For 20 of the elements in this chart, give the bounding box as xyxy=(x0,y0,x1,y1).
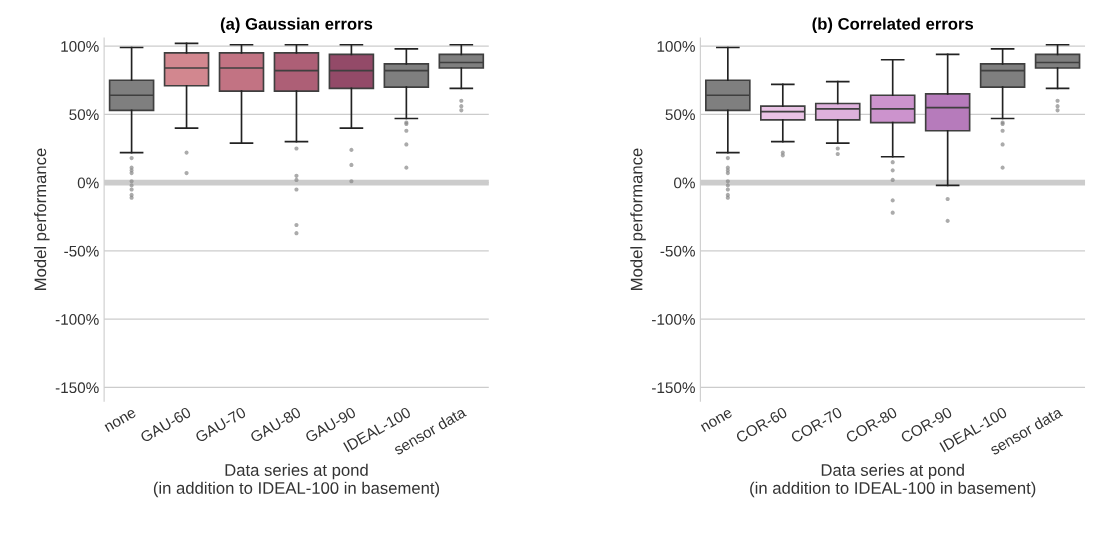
y-tick-label: 100% xyxy=(657,41,695,52)
y-tick-label: 50% xyxy=(69,109,99,121)
y-tick-label: -50% xyxy=(64,245,99,257)
y-axis-title: Model performance xyxy=(630,148,646,290)
y-tick-label: -150% xyxy=(652,382,695,394)
y-tick-label: -100% xyxy=(652,314,695,325)
y-tick-label: 0% xyxy=(77,177,99,189)
y-tick-label: -150% xyxy=(55,382,99,394)
y-tick-label: 50% xyxy=(665,109,695,121)
y-tick-label: 0% xyxy=(674,177,695,189)
chart-title: (b) Correlated errors xyxy=(812,17,974,34)
y-tick-label: 100% xyxy=(61,41,99,52)
y-tick-label: -100% xyxy=(55,314,99,325)
y-axis-title: Model performance xyxy=(34,148,50,290)
x-tick-label: none xyxy=(700,408,733,433)
x-axis-title: Data series at pond (in addition to IDEAL-100 in basement) xyxy=(750,463,1036,498)
x-tick-label: none xyxy=(104,408,137,433)
y-tick-label: -50% xyxy=(660,245,695,257)
x-axis-title: Data series at pond (in addition to IDEAL-100 in basement) xyxy=(153,463,440,498)
chart-title: (a) Gaussian errors xyxy=(220,17,373,34)
